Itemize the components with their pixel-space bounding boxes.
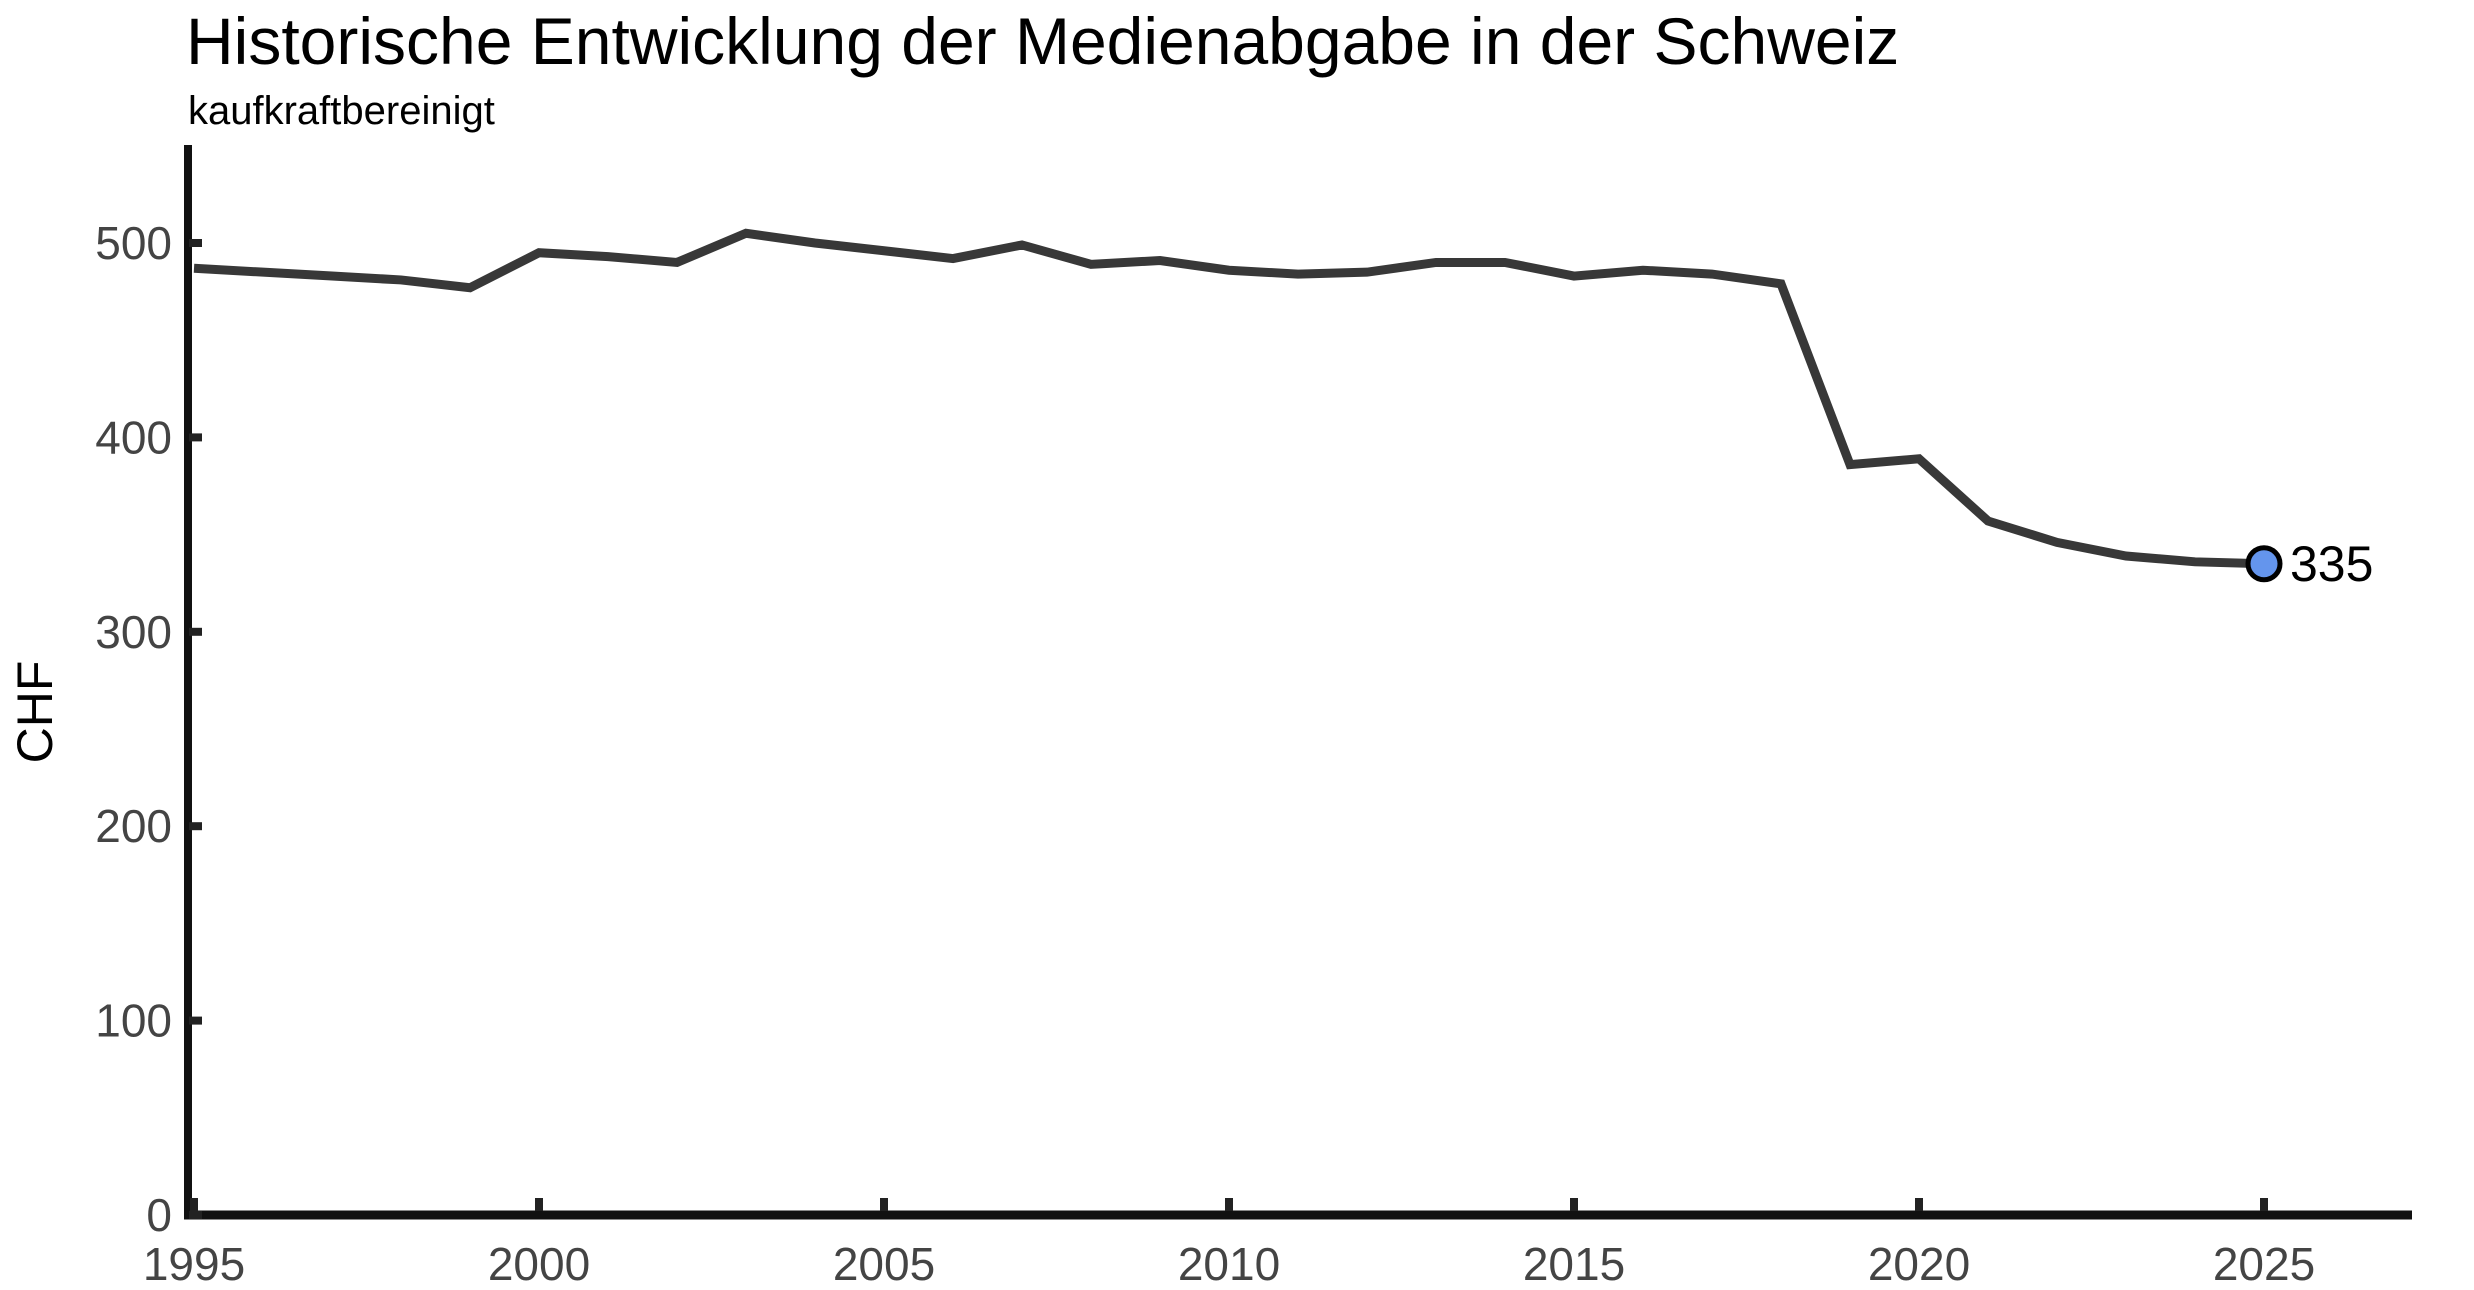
x-tick-label: 2010 <box>1178 1238 1280 1290</box>
x-tick-label: 1995 <box>143 1238 245 1290</box>
y-tick-label: 0 <box>146 1189 172 1241</box>
y-tick-label: 200 <box>95 800 172 852</box>
x-axis-ticks: 1995 2000 2005 2010 2015 2020 2025 <box>143 1198 2315 1290</box>
data-line-medienabgabe <box>193 228 2265 569</box>
y-tick-label: 400 <box>95 411 172 463</box>
y-tick-label: 500 <box>95 217 172 269</box>
x-tick-label: 2025 <box>2213 1238 2315 1290</box>
end-point-marker <box>2245 545 2283 583</box>
chart-title: Historische Entwicklung der Medienabgabe… <box>186 4 1899 78</box>
y-axis-ticks: 0 100 200 300 400 500 <box>95 217 202 1241</box>
y-axis-label: CHF <box>7 661 63 764</box>
x-tick-label: 2000 <box>488 1238 590 1290</box>
x-tick-label: 2020 <box>1868 1238 1970 1290</box>
end-point-label: 335 <box>2290 536 2373 592</box>
x-tick-label: 2015 <box>1523 1238 1625 1290</box>
x-tick-label: 2005 <box>833 1238 935 1290</box>
y-tick-label: 300 <box>95 606 172 658</box>
chart-subtitle: kaufkraftbereinigt <box>188 89 495 133</box>
y-tick-label: 100 <box>95 995 172 1047</box>
